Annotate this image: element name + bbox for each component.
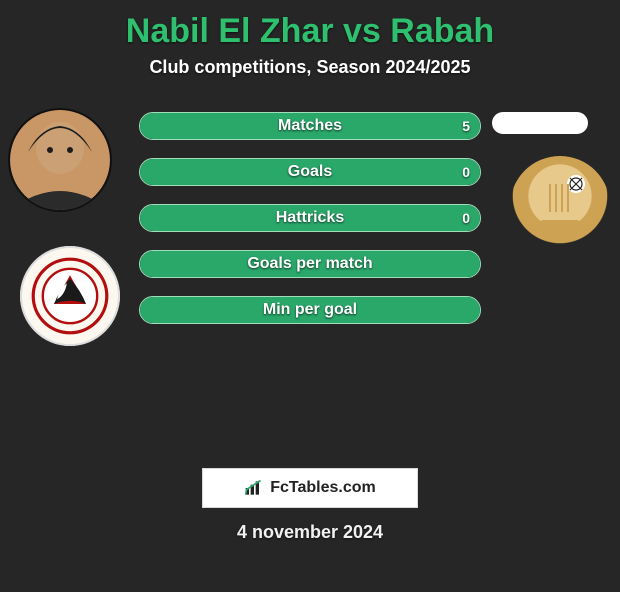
stat-bar-label: Min per goal (140, 297, 480, 323)
stat-bar-value-right: 0 (462, 205, 470, 231)
club-crest (20, 246, 120, 346)
player-photo (10, 110, 110, 210)
stat-bar: Goals0 (139, 158, 481, 186)
stat-bar-value-right: 5 (462, 113, 470, 139)
stat-bar: Goals per match (139, 250, 481, 278)
white-pill (492, 112, 588, 134)
stat-bar-value-right: 0 (462, 159, 470, 185)
stat-bar: Matches5 (139, 112, 481, 140)
branding-text: FcTables.com (270, 479, 376, 497)
stat-bar-label: Goals per match (140, 251, 480, 277)
branding-badge[interactable]: FcTables.com (202, 468, 418, 508)
stat-bar: Min per goal (139, 296, 481, 324)
dateline: 4 november 2024 (0, 522, 620, 543)
stat-bar: Hattricks0 (139, 204, 481, 232)
page-subtitle: Club competitions, Season 2024/2025 (0, 57, 620, 78)
bars-container: Matches5Goals0Hattricks0Goals per matchM… (139, 112, 481, 342)
stat-bar-label: Matches (140, 113, 480, 139)
stat-bar-label: Goals (140, 159, 480, 185)
page-title: Nabil El Zhar vs Rabah (0, 12, 620, 51)
chart-bars-icon (244, 478, 264, 498)
stat-bar-label: Hattricks (140, 205, 480, 231)
comparison-stage: Matches5Goals0Hattricks0Goals per matchM… (0, 96, 620, 456)
trophy-svg (510, 156, 610, 256)
face-icon (10, 110, 110, 210)
trophy-icon (510, 156, 610, 256)
crest-icon (30, 256, 110, 336)
